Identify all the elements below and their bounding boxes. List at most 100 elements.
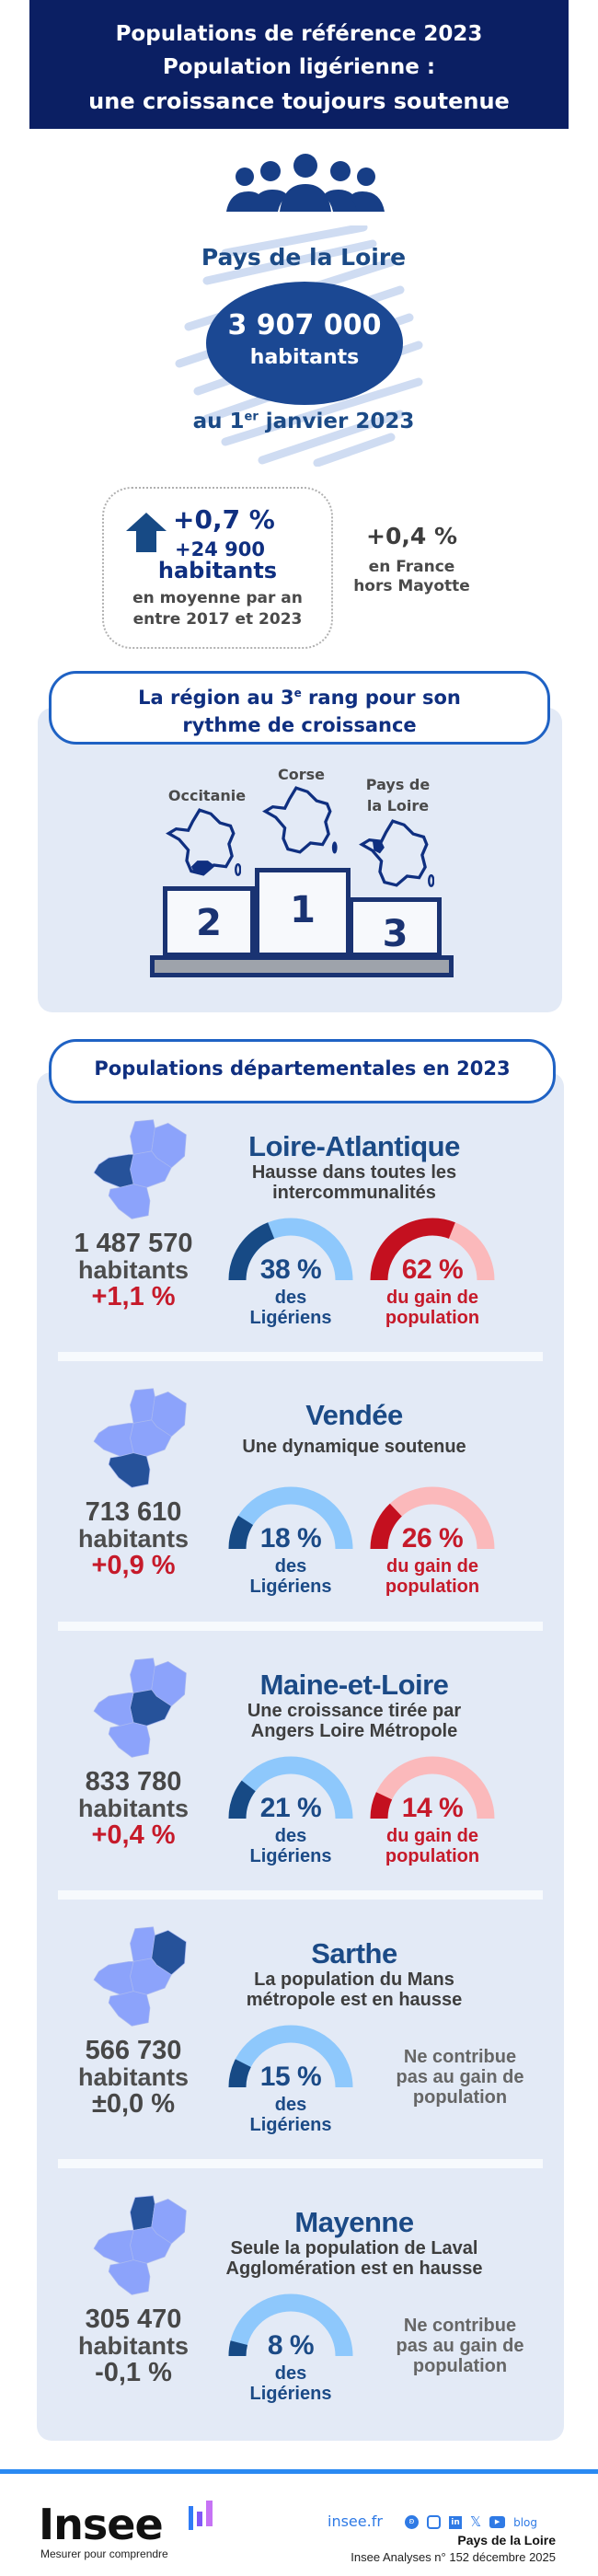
gain-caption: du gain de population xyxy=(385,1288,480,1328)
ranking-title-line2: rythme de croissance xyxy=(182,714,417,736)
department-subtitle: Seule la population de Laval Agglomératio… xyxy=(166,2238,543,2279)
department-subtitle: La population du Mans métropole est en ha… xyxy=(166,1970,543,2010)
department-population-unit: habitants xyxy=(77,1795,189,1822)
subtitle-line: Agglomération est en hausse xyxy=(225,2258,483,2279)
gauge-track xyxy=(228,2293,353,2357)
podium-label-pays-de-la-loire: Pays de la Loire xyxy=(350,774,446,816)
youtube-icon[interactable]: ▶ xyxy=(489,2516,506,2528)
subtitle-line: Angers Loire Métropole xyxy=(250,1721,458,1741)
header-title-line: Populations de référence 2023 xyxy=(115,22,483,46)
label-line: Pays de xyxy=(365,776,431,793)
map-loire-atlantique xyxy=(93,1154,134,1188)
share-caption: des Ligériens xyxy=(249,2095,332,2135)
instagram-icon[interactable] xyxy=(427,2515,441,2529)
map-vendee xyxy=(108,1722,151,1758)
ranking-title-part: rang pour son xyxy=(301,687,461,709)
department-sarthe: Sarthe La population du Mans métropole es… xyxy=(37,1898,564,2166)
france-map-corse-icon xyxy=(262,786,338,854)
no-contribution-note: Ne contribue pas au gain de population xyxy=(396,2047,524,2108)
growth-box xyxy=(102,487,333,649)
podium-step-3: 3 xyxy=(349,897,442,957)
department-change: +0,4 % xyxy=(91,1820,176,1850)
department-population-unit: habitants xyxy=(77,1256,189,1284)
gauge-fill xyxy=(370,1218,455,1281)
department-stats: 1 487 570 habitants +1,1 % xyxy=(55,1230,212,1311)
share-gauge: 18 % des Ligériens xyxy=(228,1486,353,1624)
france-map-occitanie-icon xyxy=(166,808,241,876)
department-map-icon xyxy=(93,1388,187,1488)
france-rate: +0,4 % xyxy=(366,523,457,549)
x-icon[interactable]: 𝕏 xyxy=(470,2513,482,2530)
department-change: ±0,0 % xyxy=(91,2089,176,2119)
share-caption: des Ligériens xyxy=(249,1826,332,1866)
department-separator xyxy=(58,1352,543,1361)
department-stats: 713 610 habitants +0,9 % xyxy=(55,1499,212,1579)
department-population-unit: habitants xyxy=(77,2063,189,2091)
france-label: hors Mayotte xyxy=(353,577,470,595)
podium-rank: 2 xyxy=(196,902,222,944)
department-map-icon xyxy=(93,1926,187,2027)
share-caption: des Ligériens xyxy=(249,1556,332,1597)
subtitle-line: La population du Mans xyxy=(254,1970,454,1990)
department-population: 1 487 570 xyxy=(74,1229,193,1258)
department-maine-et-loire: Maine-et-Loire Une croissance tirée par A… xyxy=(37,1629,564,1898)
social-links: ʚ in 𝕏 ▶ blog xyxy=(405,2515,537,2529)
map-vendee xyxy=(108,1184,151,1219)
department-name: Loire-Atlantique xyxy=(248,1130,460,1162)
map-mayenne xyxy=(130,1926,155,1962)
bluesky-icon[interactable]: ʚ xyxy=(405,2515,419,2529)
map-loire-atlantique xyxy=(93,1692,134,1727)
gain-caption: du gain de population xyxy=(385,1826,480,1866)
department-subtitle: Une croissance tirée par Angers Loire Mét… xyxy=(166,1701,543,1741)
subtitle-line: métropole est en hausse xyxy=(246,1990,463,2010)
share-percent: 18 % xyxy=(259,1523,322,1554)
blog-link[interactable]: blog xyxy=(513,2515,538,2529)
share-caption: des Ligériens xyxy=(249,2363,332,2404)
gauge-fill xyxy=(370,1503,403,1550)
gain-gauge: 14 % du gain de population xyxy=(370,1756,495,1894)
podium-rank: 3 xyxy=(382,913,408,955)
subtitle-line: Hausse dans toutes les xyxy=(251,1162,457,1183)
linkedin-icon[interactable]: in xyxy=(449,2515,462,2529)
map-vendee xyxy=(108,1452,151,1488)
gauge-fill xyxy=(228,2340,248,2357)
map-vendee xyxy=(108,2259,151,2295)
insee-logo: Insee xyxy=(39,2500,164,2549)
department-separator xyxy=(58,1890,543,1900)
france-map-pays-de-la-loire-icon xyxy=(359,819,434,887)
region-population-unit: habitants xyxy=(249,346,360,369)
population-ellipse: 3 907 000 habitants xyxy=(206,282,403,405)
department-map-icon xyxy=(93,1119,187,1219)
growth-note: en moyenne par an xyxy=(132,589,303,607)
share-caption: des Ligériens xyxy=(249,1288,332,1328)
subtitle-line: Une dynamique soutenue xyxy=(242,1437,466,1457)
share-gauge: 21 % des Ligériens xyxy=(228,1756,353,1894)
gain-percent: 14 % xyxy=(401,1793,464,1823)
department-mayenne: Mayenne Seule la population de Laval Aggl… xyxy=(37,2166,564,2435)
department-population: 305 470 xyxy=(85,2305,182,2334)
share-percent: 21 % xyxy=(259,1793,322,1823)
gauge-fill xyxy=(370,1792,393,1819)
page-header: Populations de référence 2023 Population… xyxy=(29,0,569,129)
department-separator xyxy=(58,2159,543,2168)
date-suffix: janvier 2023 xyxy=(258,410,415,433)
no-contribution-note: Ne contribue pas au gain de population xyxy=(396,2316,524,2376)
department-stats: 305 470 habitants -0,1 % xyxy=(55,2306,212,2386)
department-subtitle: Hausse dans toutes les intercommunalités xyxy=(166,1162,543,1203)
footer-region: Pays de la Loire xyxy=(457,2533,556,2547)
map-loire-atlantique xyxy=(93,2230,134,2264)
podium-rank: 1 xyxy=(290,889,316,931)
people-icon xyxy=(226,154,385,212)
department-name: Maine-et-Loire xyxy=(259,1669,449,1701)
podium-step-2: 2 xyxy=(163,886,255,957)
department-population: 713 610 xyxy=(85,1497,182,1527)
map-vendee xyxy=(108,1991,151,2027)
subtitle-line: Une croissance tirée par xyxy=(247,1701,462,1721)
department-map-icon xyxy=(93,1658,187,1758)
france-label: en France xyxy=(368,558,455,576)
insee-site-link[interactable]: insee.fr xyxy=(328,2512,383,2530)
gauge-track xyxy=(370,1756,495,1819)
header-title-line: une croissance toujours soutenue xyxy=(88,88,510,114)
gain-gauge: 62 % du gain de population xyxy=(370,1218,495,1356)
department-separator xyxy=(58,1622,543,1631)
